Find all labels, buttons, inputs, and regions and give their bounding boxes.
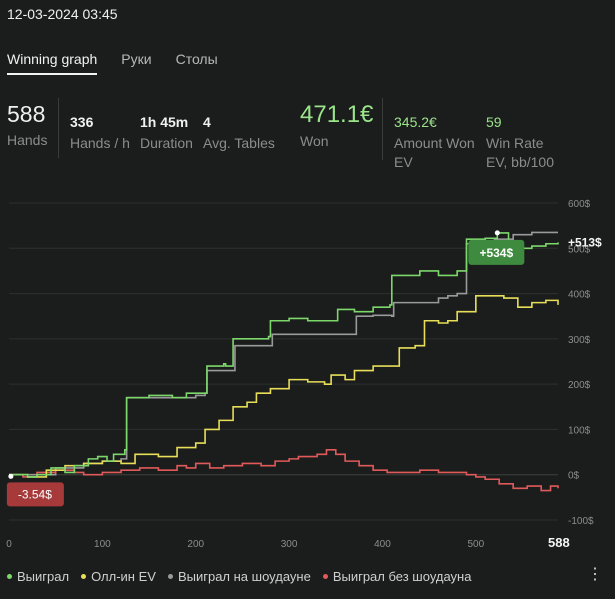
series-line-0 (9, 232, 559, 478)
stat-hands-per-hour: 336 Hands / h (70, 114, 130, 153)
legend-label-allin-ev: Олл-ин EV (91, 569, 156, 584)
legend-item-no-showdown[interactable]: Выиграл без шоудауна (322, 569, 472, 584)
legend-dot-no-showdown (322, 574, 328, 579)
stat-amount-won-ev-value: 345.2€ (394, 114, 437, 130)
stat-duration-value: 1h 45m (140, 114, 189, 130)
stat-hands-value: 588 (7, 101, 46, 127)
tab-bar: Winning graph Руки Столы (7, 51, 242, 75)
y-tick-label: 600$ (568, 199, 591, 210)
y-tick-label: 100$ (568, 425, 591, 436)
stat-amount-won-ev-label: Amount Won EV (394, 135, 475, 170)
legend-dot-won (7, 574, 12, 579)
stats-divider (58, 98, 59, 158)
stat-won-label: Won (300, 133, 329, 149)
max-badge (468, 239, 525, 265)
max-marker (494, 230, 500, 236)
tab-hands[interactable]: Руки (121, 51, 152, 67)
stat-hands: 588 Hands (7, 101, 47, 150)
stat-avg-tables: 4 Avg. Tables (203, 114, 275, 153)
stat-hands-per-hour-label: Hands / h (70, 135, 130, 151)
tab-tables[interactable]: Столы (175, 51, 218, 67)
series-line-2 (9, 231, 558, 476)
legend-label-showdown: Выиграл на шоудауне (177, 569, 311, 584)
y-tick-label: 0$ (568, 471, 580, 482)
legend-label-no-showdown: Выиграл без шоудауна (332, 569, 472, 584)
stat-won: 471.1€ Won (300, 101, 373, 151)
stat-hands-per-hour-value: 336 (70, 114, 94, 130)
x-tick-label: 100 (94, 539, 111, 550)
x-axis-max-label: 588 (548, 535, 570, 550)
y-tick-label: 300$ (568, 335, 591, 346)
min-badge-label: -3.54$ (18, 487, 52, 501)
chart-legend: Выиграл Олл-ин EV Выиграл на шоудауне Вы… (7, 569, 483, 584)
series-line-3 (9, 449, 559, 492)
stat-win-rate-ev-label: Win Rate EV, bb/100 (486, 135, 554, 170)
legend-dot-showdown (167, 574, 173, 579)
stat-avg-tables-label: Avg. Tables (203, 135, 275, 151)
legend-label-won: Выиграл (17, 569, 70, 584)
x-tick-label: 200 (187, 539, 204, 550)
x-tick-label: 0 (6, 539, 12, 550)
tab-winning-graph[interactable]: Winning graph (7, 51, 98, 75)
legend-dot-allin-ev (81, 574, 87, 579)
x-tick-label: 300 (281, 539, 298, 550)
series-end-label: +513$ (568, 235, 602, 249)
legend-item-won[interactable]: Выиграл (7, 569, 69, 584)
y-tick-label: 200$ (568, 380, 591, 391)
x-tick-label: 400 (374, 539, 391, 550)
legend-item-showdown[interactable]: Выиграл на шоудауне (167, 569, 311, 584)
max-badge-label: +534$ (479, 246, 513, 260)
more-options-icon[interactable]: ⋮ (587, 566, 603, 583)
stat-hands-label: Hands (7, 132, 48, 148)
series-line-1 (9, 295, 559, 478)
y-tick-label: -100$ (568, 516, 594, 527)
stat-duration-label: Duration (140, 135, 193, 151)
y-tick-label: 500$ (568, 244, 591, 255)
stat-win-rate-ev-value: 59 (486, 114, 502, 130)
stat-amount-won-ev: 345.2€ Amount Won EV (394, 114, 478, 172)
min-badge (6, 482, 64, 507)
legend-item-allin-ev[interactable]: Олл-ин EV (81, 569, 156, 584)
min-marker (8, 473, 14, 479)
datetime: 12-03-2024 03:45 (7, 6, 118, 22)
stat-win-rate-ev: 59 Win Rate EV, bb/100 (486, 114, 566, 172)
x-tick-label: 500 (467, 539, 484, 550)
stat-avg-tables-value: 4 (203, 114, 211, 130)
stats-divider (382, 98, 383, 160)
stat-duration: 1h 45m Duration (140, 114, 193, 153)
winning-graph-chart[interactable]: 600$ 500$ 400$ 300$ 200$ 100$ 0$ -100$ 0 100 200 30… (0, 190, 615, 560)
stat-won-value: 471.1€ (300, 101, 374, 128)
y-tick-label: 400$ (568, 290, 591, 301)
